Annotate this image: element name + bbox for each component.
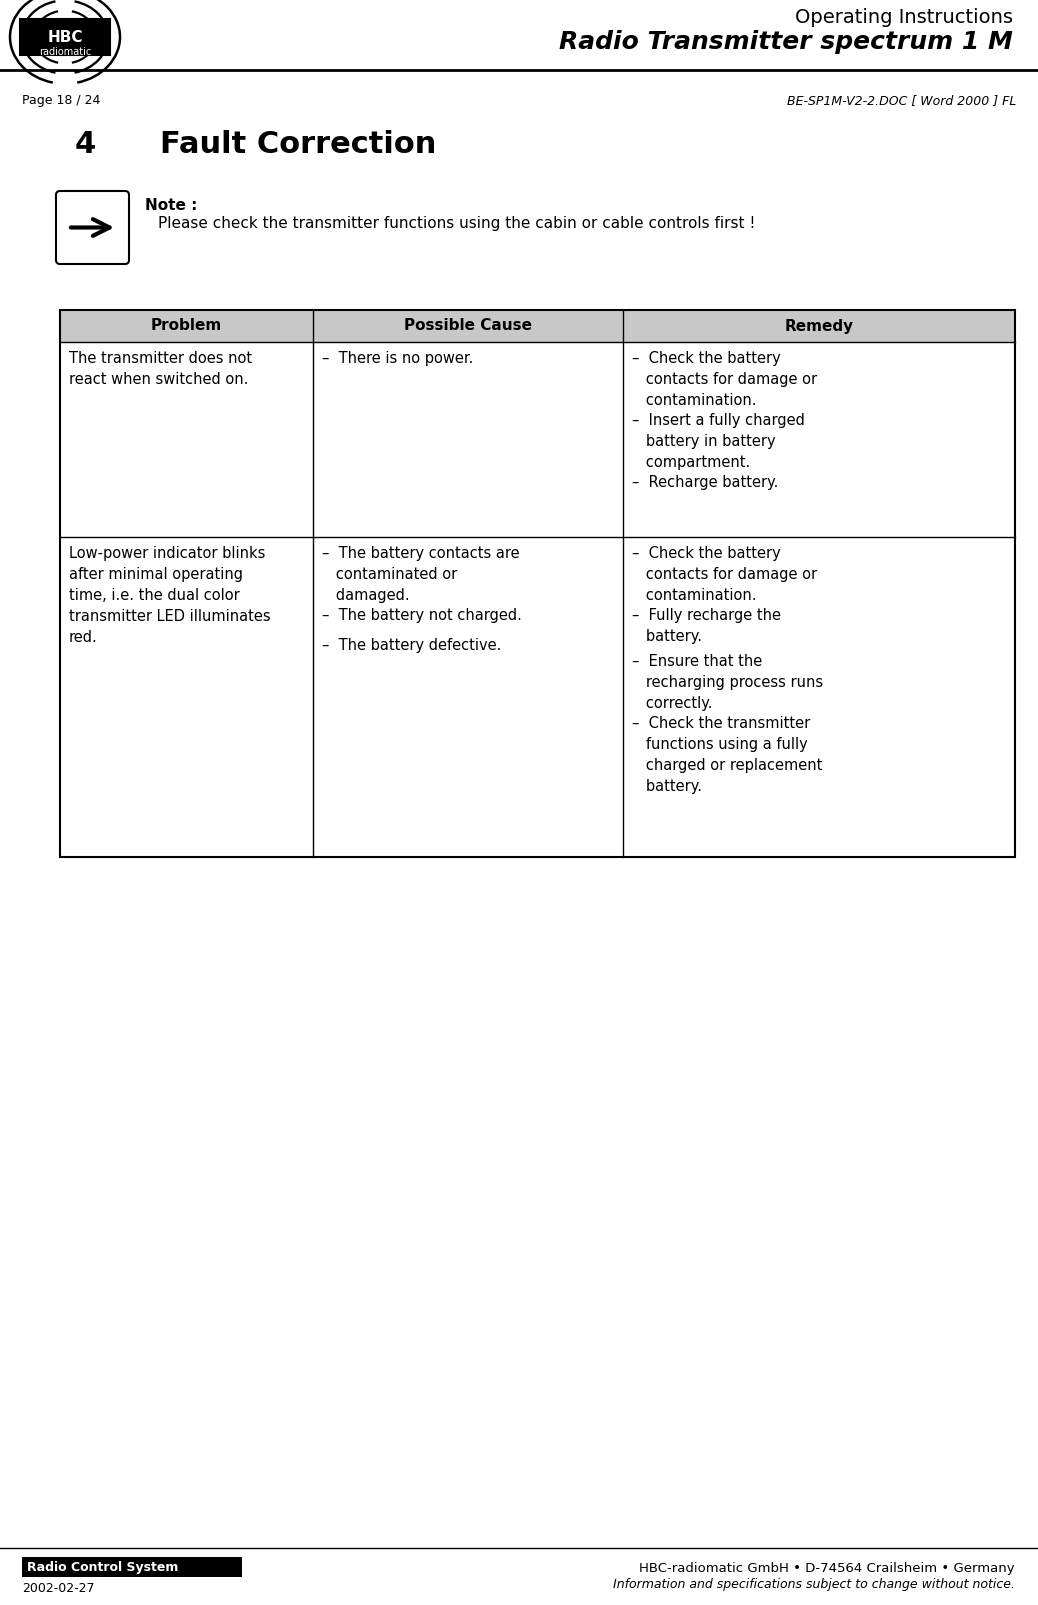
Text: 2002-02-27: 2002-02-27 xyxy=(22,1583,94,1595)
Text: –  Check the transmitter
   functions using a fully
   charged or replacement
  : – Check the transmitter functions using … xyxy=(632,716,822,794)
Text: The transmitter does not
react when switched on.: The transmitter does not react when swit… xyxy=(69,351,252,387)
Text: radiomatic: radiomatic xyxy=(38,47,91,58)
Text: BE-SP1M-V2-2.DOC [ Word 2000 ] FL: BE-SP1M-V2-2.DOC [ Word 2000 ] FL xyxy=(787,95,1016,108)
FancyBboxPatch shape xyxy=(56,191,129,263)
Text: Low-power indicator blinks
after minimal operating
time, i.e. the dual color
tra: Low-power indicator blinks after minimal… xyxy=(69,546,271,645)
Text: HBC: HBC xyxy=(48,29,83,45)
Text: –  Check the battery
   contacts for damage or
   contamination.: – Check the battery contacts for damage … xyxy=(632,351,817,408)
Text: –  Ensure that the
   recharging process runs
   correctly.: – Ensure that the recharging process run… xyxy=(632,653,823,711)
Text: –  There is no power.: – There is no power. xyxy=(322,351,473,366)
Bar xyxy=(60,310,1015,857)
Text: Operating Instructions: Operating Instructions xyxy=(795,8,1013,27)
Text: –  The battery contacts are
   contaminated or
   damaged.: – The battery contacts are contaminated … xyxy=(322,546,520,603)
Text: –  The battery defective.: – The battery defective. xyxy=(322,639,501,653)
Text: Possible Cause: Possible Cause xyxy=(404,318,532,334)
Text: –  Check the battery
   contacts for damage or
   contamination.: – Check the battery contacts for damage … xyxy=(632,546,817,603)
Text: –  The battery not charged.: – The battery not charged. xyxy=(322,608,522,623)
Text: Radio Control System: Radio Control System xyxy=(27,1560,179,1573)
Text: –  Recharge battery.: – Recharge battery. xyxy=(632,475,778,490)
Text: Note :: Note : xyxy=(145,197,197,213)
FancyBboxPatch shape xyxy=(20,19,110,55)
Text: Fault Correction: Fault Correction xyxy=(160,130,436,159)
Bar xyxy=(22,1557,242,1578)
Text: Radio Transmitter spectrum 1 M: Radio Transmitter spectrum 1 M xyxy=(559,30,1013,55)
Bar xyxy=(60,310,1015,342)
Text: 4: 4 xyxy=(75,130,97,159)
Text: Remedy: Remedy xyxy=(785,318,853,334)
Text: Problem: Problem xyxy=(151,318,222,334)
Text: Please check the transmitter functions using the cabin or cable controls first !: Please check the transmitter functions u… xyxy=(158,217,756,231)
Text: –  Insert a fully charged
   battery in battery
   compartment.: – Insert a fully charged battery in batt… xyxy=(632,412,804,470)
Text: Page 18 / 24: Page 18 / 24 xyxy=(22,95,101,108)
Text: HBC-radiomatic GmbH • D-74564 Crailsheim • Germany: HBC-radiomatic GmbH • D-74564 Crailsheim… xyxy=(639,1562,1015,1575)
Text: Information and specifications subject to change without notice.: Information and specifications subject t… xyxy=(613,1578,1015,1591)
Text: –  Fully recharge the
   battery.: – Fully recharge the battery. xyxy=(632,608,781,644)
